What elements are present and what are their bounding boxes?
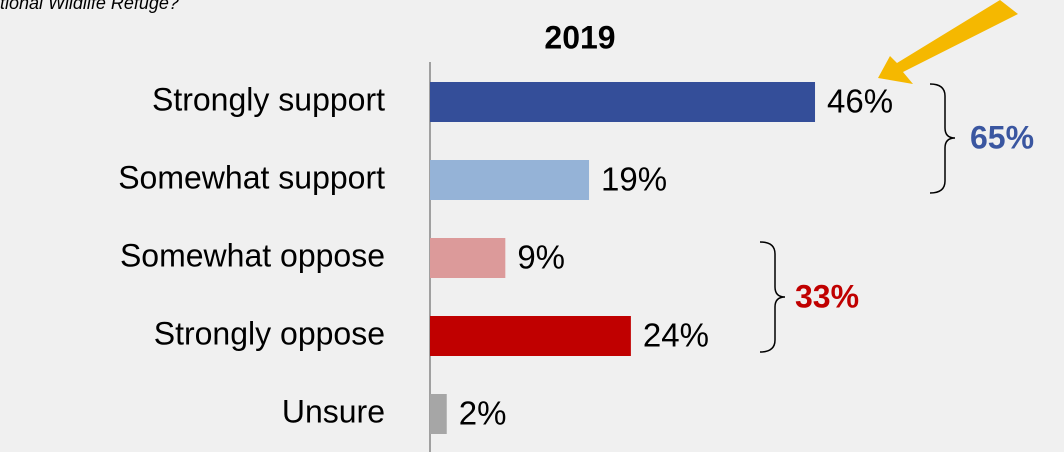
category-label: Somewhat oppose <box>120 237 385 273</box>
bar <box>430 394 447 434</box>
subtitle: tional Wildlife Refuge? <box>0 0 179 13</box>
category-label: Strongly support <box>152 81 385 117</box>
bracket <box>759 241 786 353</box>
value-label: 19% <box>601 161 667 198</box>
bracket <box>929 83 956 194</box>
value-label: 24% <box>643 317 709 354</box>
arrow <box>878 0 1018 84</box>
bar <box>430 238 506 278</box>
annotation: 33% <box>795 278 859 314</box>
category-label: Somewhat support <box>118 159 385 195</box>
bar <box>430 316 631 356</box>
bar <box>430 82 816 122</box>
value-label: 46% <box>827 83 893 120</box>
chart-title: 2019 <box>544 19 615 55</box>
annotation: 65% <box>970 119 1034 155</box>
category-label: Unsure <box>282 393 385 429</box>
bar <box>430 160 590 200</box>
value-label: 2% <box>459 395 507 432</box>
value-label: 9% <box>517 239 565 276</box>
category-label: Strongly oppose <box>154 315 385 351</box>
